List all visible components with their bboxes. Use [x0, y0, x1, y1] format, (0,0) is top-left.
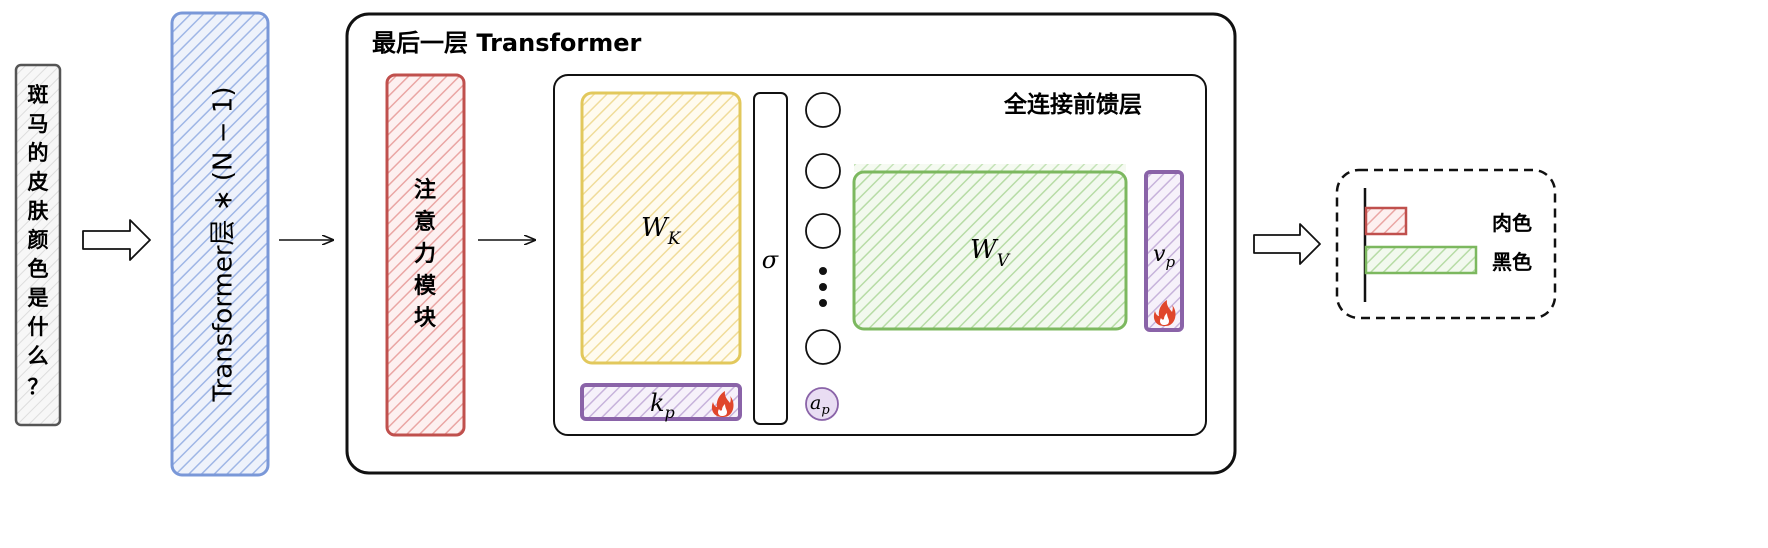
output-bar-label: 黑色 [1492, 250, 1532, 274]
attention-char: 注 [414, 177, 436, 203]
output-bar: 肉色 [1364, 206, 1532, 236]
fire-icon [1153, 300, 1176, 326]
last-layer-title: 最后一层 Transformer [372, 29, 642, 57]
question-char: 斑 [28, 83, 49, 107]
transformer-stack-label: Transformer层 ∗ (N − 1) [209, 87, 239, 403]
kp-label: kp [650, 389, 675, 422]
fire-icon [711, 391, 734, 417]
sigma-label: σ [762, 246, 779, 274]
question-char: 是 [28, 286, 49, 310]
vp-vector: vp [1144, 170, 1184, 332]
attention-char: 意 [414, 209, 436, 235]
hollow-arrow-icon [1253, 223, 1321, 265]
wk-base: W [641, 213, 670, 243]
wk-label: WK [641, 213, 682, 249]
vp-base: v [1153, 242, 1166, 267]
wv-matrix: WV [852, 164, 1128, 331]
neuron-node [805, 92, 841, 128]
neuron-node [805, 213, 841, 249]
attention-char: 块 [414, 306, 437, 331]
neuron-column: ap [805, 92, 841, 421]
sigma-activation: σ [753, 92, 788, 425]
hollow-arrow-icon [82, 219, 151, 261]
vp-sub: p [1165, 253, 1175, 271]
vp-label: vp [1153, 242, 1175, 271]
attention-char: 力 [414, 242, 436, 267]
output-bar: 黑色 [1364, 245, 1532, 275]
question-char: 么 [28, 344, 49, 368]
neuron-node [805, 153, 841, 189]
wv-sub: V [997, 251, 1011, 271]
ap-sub: p [821, 403, 830, 418]
question-char: 的 [28, 141, 49, 165]
attention-module: 注 意 力 模 块 [385, 73, 466, 437]
output-bar-label: 肉色 [1492, 211, 1532, 235]
ffn-title: 全连接前馈层 [1003, 91, 1142, 118]
transformer-stack-block: Transformer层 ∗ (N − 1) [170, 11, 270, 477]
question-char: 色 [28, 257, 49, 281]
question-char: 皮 [28, 170, 49, 194]
ap-base: a [810, 392, 821, 414]
input-question-box: 斑 马 的 皮 肤 颜 色 是 什 么 ？ [14, 63, 62, 427]
kp-vector: kp [580, 383, 742, 422]
neuron-node [805, 329, 841, 365]
input-question-text: 斑 马 的 皮 肤 颜 色 是 什 么 ？ [28, 83, 50, 399]
question-char: 什 [28, 315, 49, 339]
wv-base: W [970, 235, 999, 265]
wv-label: WV [970, 235, 1011, 271]
ellipsis-dot [819, 299, 827, 307]
wk-matrix: WK [580, 91, 742, 365]
question-char: 肤 [28, 199, 50, 223]
ellipsis-dot [819, 267, 827, 275]
output-box: 肉色 黑色 [1335, 168, 1557, 320]
kp-sub: p [665, 403, 675, 422]
question-char: ？ [28, 375, 49, 399]
question-char: 马 [28, 112, 49, 136]
ap-neuron: ap [805, 387, 839, 421]
wk-sub: K [667, 229, 682, 249]
question-char: 颜 [28, 228, 49, 252]
ellipsis-dot [819, 283, 827, 291]
kp-base: k [650, 389, 665, 417]
attention-char: 模 [414, 274, 437, 299]
ap-label: ap [810, 392, 830, 418]
